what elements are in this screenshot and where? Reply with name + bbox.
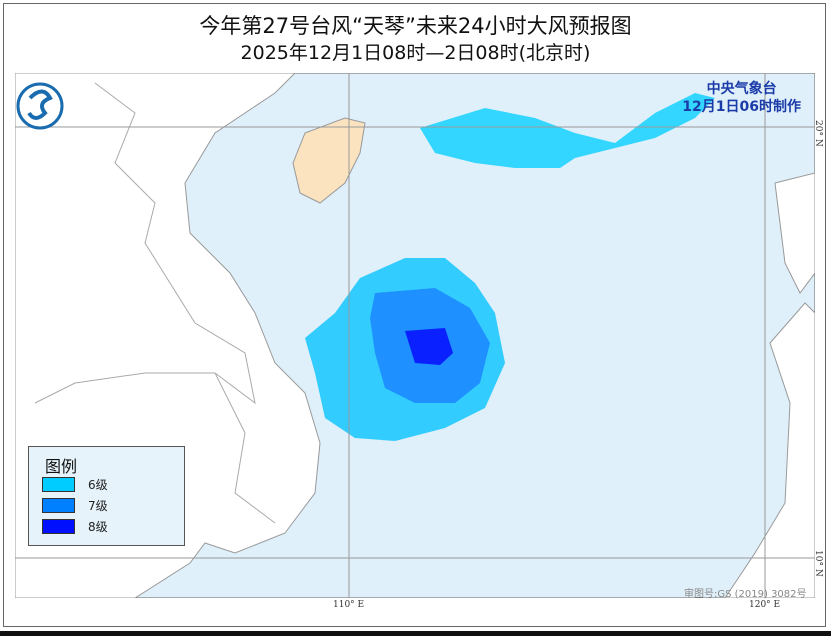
legend-swatch — [42, 518, 75, 534]
legend-label: 7级 — [88, 498, 108, 513]
organization-name: 中央气象台 — [706, 81, 777, 97]
hainan-island — [292, 117, 366, 204]
taiwan-philippines — [724, 172, 815, 598]
figure-frame — [3, 3, 826, 627]
legend-item-6: 6级 — [42, 476, 108, 492]
legend: 图例 6级 7级 8级 — [28, 446, 185, 546]
logo-icon — [16, 82, 64, 130]
map-subtitle: 2025年12月1日08时—2日08时(北京时) — [240, 42, 591, 64]
wind-6-north — [420, 93, 715, 168]
bottom-border — [0, 631, 831, 636]
legend-label: 6级 — [88, 477, 108, 492]
issue-time: 12月1日06时制作 — [682, 99, 801, 115]
issuer-block: 中央气象台 12月1日06时制作 — [682, 80, 801, 116]
map-title: 今年第27号台风“天琴”未来24小时大风预报图 — [199, 14, 632, 38]
legend-item-8: 8级 — [42, 518, 108, 534]
legend-swatch — [42, 476, 75, 492]
legend-title: 图例 — [45, 457, 78, 476]
legend-label: 8级 — [88, 519, 108, 534]
approval-number: 审图号:GS (2019) 3082号 — [684, 589, 807, 600]
lat-label-20: 20° N — [813, 120, 823, 147]
wind-8-area — [405, 328, 453, 365]
legend-item-7: 7级 — [42, 497, 108, 513]
lon-label-110: 110° E — [333, 600, 365, 610]
lon-label-120: 120° E — [749, 600, 781, 610]
legend-swatch — [42, 497, 75, 513]
country-borders — [34, 82, 276, 524]
lat-label-10: 10° N — [813, 550, 823, 577]
